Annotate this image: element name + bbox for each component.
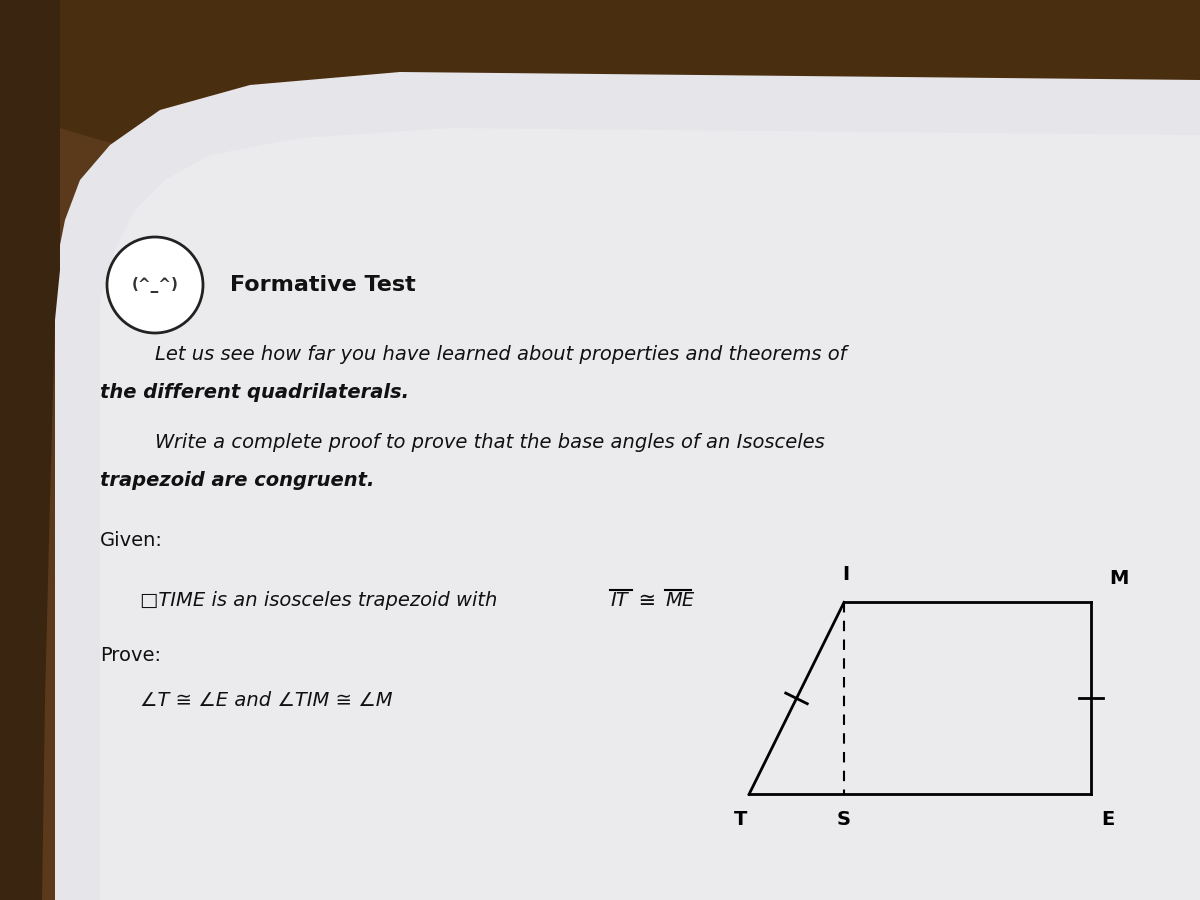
Text: Given:: Given: <box>100 531 163 550</box>
Text: the different quadrilaterals.: the different quadrilaterals. <box>100 383 409 402</box>
Text: trapezoid are congruent.: trapezoid are congruent. <box>100 471 374 490</box>
Polygon shape <box>0 0 1200 200</box>
Text: ME: ME <box>665 591 695 610</box>
Text: T: T <box>734 810 748 830</box>
Text: IT: IT <box>610 591 628 610</box>
Text: S: S <box>838 810 851 830</box>
Circle shape <box>107 237 203 333</box>
Text: M: M <box>1109 570 1128 589</box>
Text: (^_^): (^_^) <box>132 277 179 293</box>
Polygon shape <box>0 0 60 900</box>
Text: Let us see how far you have learned about properties and theorems of: Let us see how far you have learned abou… <box>130 345 846 364</box>
Text: ≅: ≅ <box>632 591 662 611</box>
Text: I: I <box>842 565 850 584</box>
Text: Write a complete proof to prove that the base angles of an Isosceles: Write a complete proof to prove that the… <box>130 433 824 452</box>
Text: ∠T ≅ ∠E and ∠TIM ≅ ∠M: ∠T ≅ ∠E and ∠TIM ≅ ∠M <box>140 691 392 710</box>
Text: □TIME is an isosceles trapezoid with: □TIME is an isosceles trapezoid with <box>140 591 504 610</box>
Text: Formative Test: Formative Test <box>230 275 415 295</box>
Text: E: E <box>1102 810 1115 830</box>
Polygon shape <box>55 72 1200 900</box>
Text: Prove:: Prove: <box>100 646 161 665</box>
Polygon shape <box>100 128 1200 900</box>
